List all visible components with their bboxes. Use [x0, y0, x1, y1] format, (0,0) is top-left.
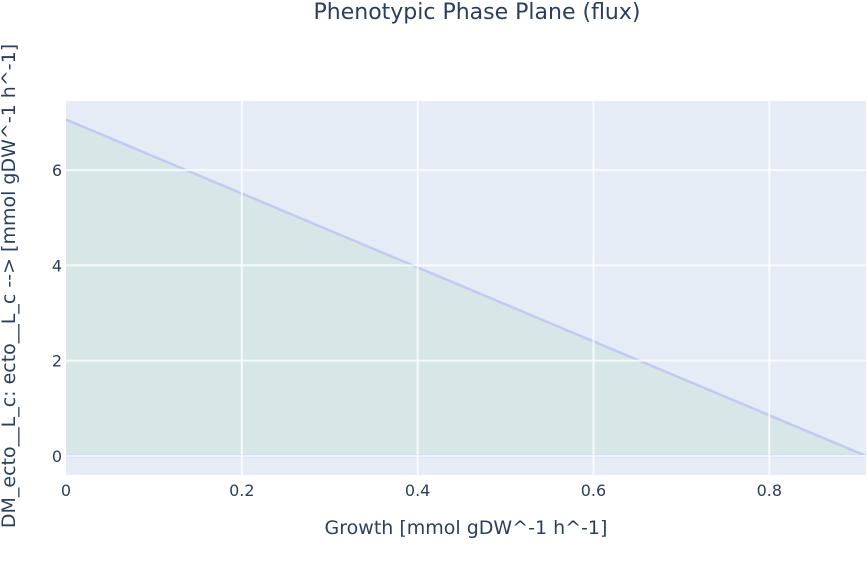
x-tick-label: 0.6: [581, 481, 606, 500]
y-tick-label: 6: [52, 161, 62, 180]
x-tick-label: 0.4: [405, 481, 430, 500]
x-tick-label: 0.8: [757, 481, 782, 500]
tick-labels: 0 0.2 0.4 0.6 0.8 0 2 4 6: [52, 161, 782, 500]
y-tick-label: 4: [52, 256, 62, 275]
x-axis-title: Growth [mmol gDW^-1 h^-1]: [325, 517, 608, 539]
y-tick-label: 0: [52, 447, 62, 466]
y-tick-label: 2: [52, 352, 62, 371]
chart-title: Phenotypic Phase Plane (flux): [314, 0, 641, 25]
x-tick-label: 0: [61, 481, 71, 500]
x-tick-label: 0.2: [229, 481, 254, 500]
grid-lines: [66, 101, 866, 475]
y-axis-title: DM_ecto__L_c: ecto__L_c --> [mmol gDW^-1…: [0, 44, 20, 528]
maximum-flux-line: [65, 118, 867, 458]
